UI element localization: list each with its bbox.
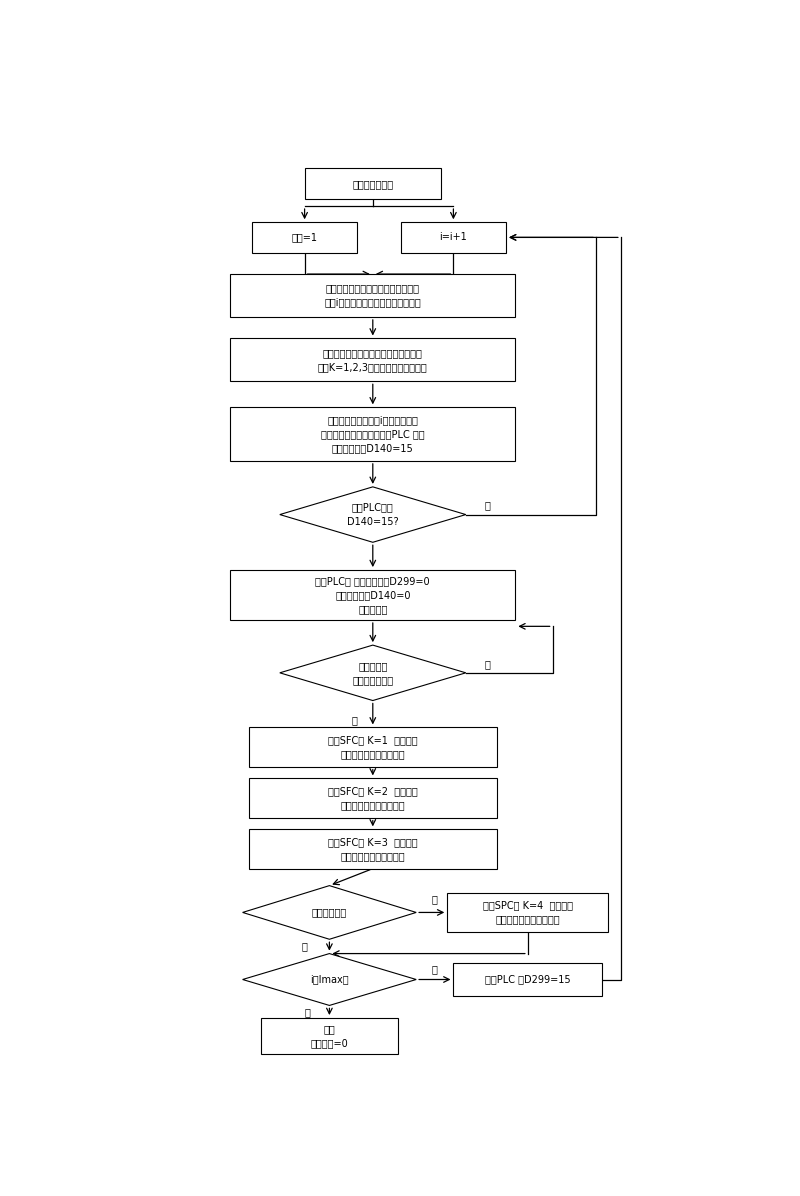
FancyBboxPatch shape: [230, 408, 515, 460]
Text: 启动=1: 启动=1: [292, 232, 318, 243]
FancyBboxPatch shape: [249, 779, 497, 818]
FancyBboxPatch shape: [252, 222, 358, 252]
FancyBboxPatch shape: [249, 829, 497, 868]
Text: 上位监控系统从数据库换料计划表中
获取i序号相关组件的位置和编号信息: 上位监控系统从数据库换料计划表中 获取i序号相关组件的位置和编号信息: [325, 283, 421, 307]
Polygon shape: [242, 953, 416, 1006]
Text: 否: 否: [302, 941, 308, 952]
Text: 主控PLC 置D299=15: 主控PLC 置D299=15: [485, 975, 570, 984]
FancyBboxPatch shape: [305, 169, 441, 200]
Polygon shape: [280, 645, 466, 701]
Polygon shape: [242, 885, 416, 939]
Text: 执行SPC块 K=4  监控系统
根据组件移动更新数据库: 执行SPC块 K=4 监控系统 根据组件移动更新数据库: [482, 901, 573, 925]
Text: 主控PLC扫描
D140=15?: 主控PLC扫描 D140=15?: [347, 502, 398, 526]
Text: 是: 是: [432, 895, 438, 904]
Text: 是否有准备
好的空清洗井？: 是否有准备 好的空清洗井？: [352, 661, 394, 685]
Text: 否: 否: [305, 1007, 310, 1017]
Text: 执行SFC块 K=3  监控系统
根据组件移动更新数据库: 执行SFC块 K=3 监控系统 根据组件移动更新数据库: [328, 837, 418, 861]
FancyBboxPatch shape: [249, 727, 497, 767]
FancyBboxPatch shape: [230, 570, 515, 620]
Text: 结束
启动信号=0: 结束 启动信号=0: [310, 1024, 348, 1048]
FancyBboxPatch shape: [230, 274, 515, 317]
Text: 否: 否: [485, 501, 490, 511]
Text: 是: 是: [432, 964, 438, 974]
Text: 否: 否: [485, 659, 490, 669]
Text: 监控系统根据组件位置信息从数据库中
获取K=1,2,3旋塞的角度并进行计算: 监控系统根据组件位置信息从数据库中 获取K=1,2,3旋塞的角度并进行计算: [318, 348, 428, 372]
Polygon shape: [280, 487, 466, 542]
Text: 清洗完信号？: 清洗完信号？: [312, 908, 347, 917]
Text: 主控PLC置 请求更新参数D299=0
下传完毕参数D140=0
全自动启动: 主控PLC置 请求更新参数D299=0 下传完毕参数D140=0 全自动启动: [315, 576, 430, 614]
FancyBboxPatch shape: [454, 964, 602, 995]
Text: 填写换料计划表: 填写换料计划表: [352, 178, 394, 189]
FancyBboxPatch shape: [262, 1018, 398, 1054]
FancyBboxPatch shape: [401, 222, 506, 252]
Text: i＜Imax？: i＜Imax？: [310, 975, 349, 984]
Text: 执行SFC块 K=1  监控系统
根据组件移动更新数据库: 执行SFC块 K=1 监控系统 根据组件移动更新数据库: [328, 736, 418, 759]
Text: 是: 是: [351, 715, 357, 725]
FancyBboxPatch shape: [447, 892, 608, 932]
FancyBboxPatch shape: [230, 338, 515, 382]
Text: 执行SFC块 K=2  监控系统
根据组件移动更新数据库: 执行SFC块 K=2 监控系统 根据组件移动更新数据库: [328, 786, 418, 810]
Text: 监控系统将执行序号i所需要的定位
参数及组件信息下传给主控PLC 并置
下传完毕参数D140=15: 监控系统将执行序号i所需要的定位 参数及组件信息下传给主控PLC 并置 下传完毕…: [321, 415, 425, 453]
Text: i=i+1: i=i+1: [439, 232, 467, 243]
